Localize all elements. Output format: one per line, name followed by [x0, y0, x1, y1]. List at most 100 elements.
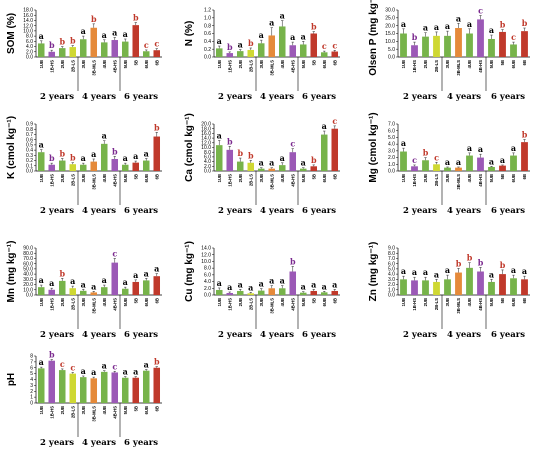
bar: [121, 377, 129, 403]
y-tick-label: 2.0: [388, 155, 395, 161]
significance-letter: a: [445, 21, 450, 31]
significance-letter: b: [467, 253, 473, 263]
y-tick-label: 0.4: [26, 148, 33, 154]
group-label: 4 years: [260, 92, 294, 102]
bar: [90, 161, 98, 171]
significance-letter: c: [332, 116, 337, 126]
x-tick-label: 3B-MLS: [456, 60, 461, 76]
y-tick-label: 0.8: [26, 127, 33, 133]
significance-letter: a: [227, 282, 232, 292]
bar: [142, 51, 150, 57]
bar: [111, 158, 119, 171]
x-tick-label: 2B-LS: [70, 174, 75, 186]
chart-panel: N (%) 0.0 0.2 0.4 0.6 0.8 1.01.2 a 1UB b 1B-HS a 2UB…: [184, 8, 340, 102]
significance-letter: a: [489, 269, 494, 279]
bar: [488, 166, 495, 171]
significance-letter: a: [489, 156, 494, 166]
bar: [69, 288, 77, 295]
group-label: 2 years: [40, 438, 74, 448]
significance-letter: a: [301, 282, 306, 292]
bar: [153, 276, 161, 295]
x-tick-label: 5B: [500, 60, 505, 65]
significance-letter: a: [301, 31, 306, 41]
x-tick-label: 6UB: [144, 298, 149, 306]
chart-panel: Olsen P (mg kg⁻¹) 0.05.010.015.020.025.03…: [368, 0, 530, 102]
bar: [236, 290, 244, 295]
significance-letter: a: [311, 279, 316, 289]
x-tick-label: 4UB: [280, 60, 285, 68]
x-tick-label: 2UB: [238, 60, 243, 68]
significance-letter: a: [434, 269, 439, 279]
y-tick-label: 0.2: [26, 158, 33, 164]
significance-letter: c: [434, 152, 439, 162]
group-label: 4 years: [82, 438, 116, 448]
y-tick-label: 15.0: [385, 31, 395, 37]
bar: [268, 35, 276, 57]
bar: [433, 164, 440, 171]
y-tick-label: 4.0: [26, 44, 33, 50]
x-tick-label: 5UB: [123, 298, 128, 306]
bar: [100, 371, 108, 403]
y-tick-label: 10.0: [201, 145, 211, 151]
bar: [257, 168, 265, 171]
bar: [268, 288, 276, 295]
bar: [289, 271, 297, 295]
bar: [121, 288, 129, 295]
bar: [236, 161, 244, 171]
y-tick-label: 5.0: [388, 47, 395, 53]
significance-letter: a: [269, 158, 274, 168]
significance-letter: c: [478, 5, 483, 15]
group-label: 2 years: [218, 330, 252, 340]
y-tick-label: 7: [30, 359, 33, 365]
x-tick-label: 6B: [154, 406, 159, 411]
x-tick-label: 1B-HS: [412, 60, 417, 73]
x-tick-label: 6B: [332, 298, 337, 303]
y-tick-label: 80.0: [23, 251, 33, 257]
significance-letter: a: [39, 31, 44, 41]
bar: [331, 51, 339, 57]
bar: [132, 25, 140, 57]
x-tick-label: 2UB: [423, 60, 428, 68]
significance-letter: a: [401, 138, 406, 148]
x-tick-label: 3UB: [81, 298, 86, 306]
y-tick-label: 14.0: [23, 18, 33, 24]
y-axis-label: Mn (mg kg⁻¹): [6, 241, 17, 303]
x-tick-label: 4UB: [467, 174, 472, 182]
y-tick-label: 10.0: [385, 39, 395, 45]
x-tick-label: 3UB: [81, 60, 86, 68]
y-tick-label: 0.6: [204, 31, 211, 37]
bar: [111, 40, 119, 57]
significance-letter: b: [70, 153, 76, 163]
bar: [69, 373, 77, 403]
significance-letter: a: [423, 23, 428, 33]
y-tick-label: 12.0: [23, 23, 33, 29]
bar: [510, 155, 517, 171]
bar: [153, 136, 161, 171]
group-label: 6 years: [124, 92, 158, 102]
y-tick-label: 0.3: [26, 153, 33, 159]
bar: [422, 280, 429, 295]
significance-letter: b: [456, 258, 462, 268]
bar: [132, 281, 140, 295]
significance-letter: a: [269, 276, 274, 286]
significance-letter: a: [123, 153, 128, 163]
x-tick-label: 4B-HS: [478, 60, 483, 73]
x-tick-label: 4UB: [102, 406, 107, 414]
bar: [247, 293, 255, 295]
y-tick-label: 0.0: [26, 293, 33, 299]
significance-letter: c: [290, 139, 295, 149]
y-tick-label: 5: [30, 371, 33, 377]
significance-letter: a: [522, 266, 527, 276]
bar: [226, 53, 234, 57]
x-tick-label: 1UB: [401, 174, 406, 182]
significance-letter: a: [259, 279, 264, 289]
group-label: 4 years: [260, 206, 294, 216]
significance-letter: c: [322, 41, 327, 51]
bar: [455, 272, 462, 295]
bar: [48, 51, 56, 57]
x-tick-label: 6B: [332, 174, 337, 179]
group-label: 4 years: [447, 92, 481, 102]
significance-letter: a: [248, 282, 253, 292]
x-tick-label: 4UB: [102, 298, 107, 306]
x-tick-label: 3B-MLS: [91, 406, 96, 422]
